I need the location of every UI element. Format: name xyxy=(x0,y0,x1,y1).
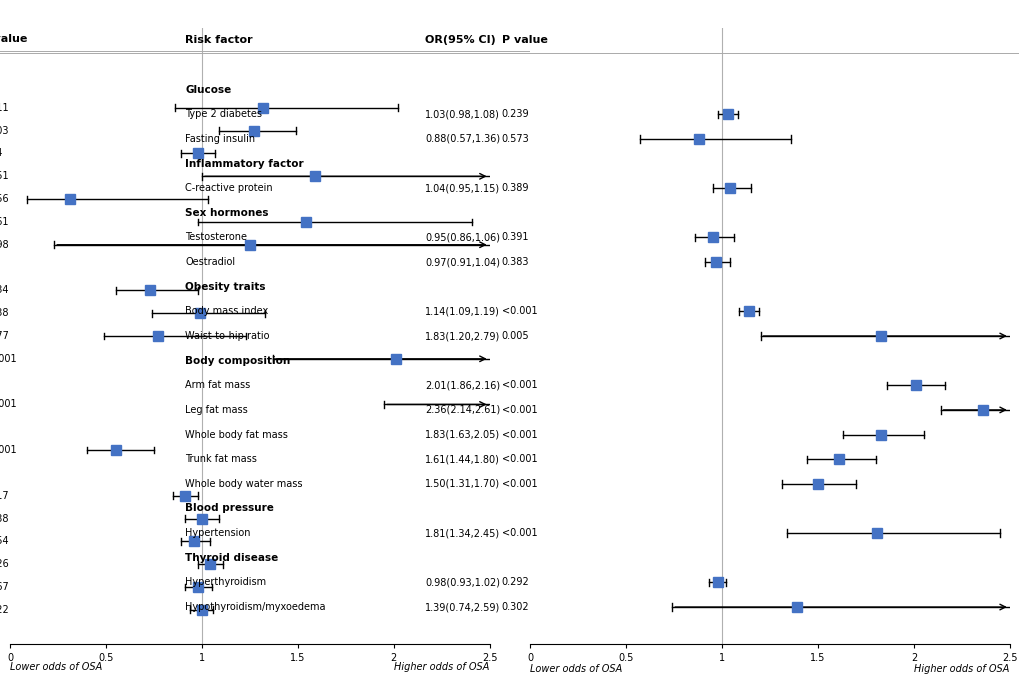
Text: Lower odds of OSA: Lower odds of OSA xyxy=(530,664,622,673)
Text: <0.001: <0.001 xyxy=(501,479,537,489)
Text: <0.001: <0.001 xyxy=(501,454,537,464)
Text: <0.001: <0.001 xyxy=(501,430,537,440)
Text: Blood pressure: Blood pressure xyxy=(185,503,274,514)
Text: Leg fat mass: Leg fat mass xyxy=(185,405,248,415)
Text: <0.001: <0.001 xyxy=(501,528,537,538)
Text: C-reactive protein: C-reactive protein xyxy=(185,183,273,193)
Text: 0.64: 0.64 xyxy=(0,148,3,158)
Text: Sex hormones: Sex hormones xyxy=(185,208,268,218)
Text: 1.61(1.44,1.80): 1.61(1.44,1.80) xyxy=(425,454,499,464)
Text: Testosterone: Testosterone xyxy=(185,232,247,242)
Text: 0.88(0.57,1.36): 0.88(0.57,1.36) xyxy=(425,134,499,144)
Text: <0.001: <0.001 xyxy=(501,307,537,316)
Text: P-value: P-value xyxy=(0,34,28,44)
Text: 0.226: 0.226 xyxy=(0,559,9,569)
Text: <0.001: <0.001 xyxy=(501,380,537,391)
Text: 1.81(1.34,2.45): 1.81(1.34,2.45) xyxy=(425,528,499,538)
Text: Hypothyroidism/myxoedema: Hypothyroidism/myxoedema xyxy=(185,602,325,612)
Text: 1.83(1.63,2.05): 1.83(1.63,2.05) xyxy=(425,430,499,440)
Text: 0.292: 0.292 xyxy=(501,578,529,587)
Text: 0.567: 0.567 xyxy=(0,582,9,592)
Text: <0.001: <0.001 xyxy=(0,445,17,455)
Text: 0.003: 0.003 xyxy=(0,126,9,136)
Text: 1.03(0.98,1.08): 1.03(0.98,1.08) xyxy=(425,109,499,119)
Text: 0.389: 0.389 xyxy=(501,183,529,193)
Text: <0.001: <0.001 xyxy=(501,405,537,415)
Text: Lower odds of OSA: Lower odds of OSA xyxy=(10,662,102,672)
Text: Oestradiol: Oestradiol xyxy=(185,257,235,267)
Text: 2.01(1.86,2.16): 2.01(1.86,2.16) xyxy=(425,380,499,391)
Text: Thyroid disease: Thyroid disease xyxy=(185,553,278,563)
Text: 1.14(1.09,1.19): 1.14(1.09,1.19) xyxy=(425,307,499,316)
Text: 0.95(0.86,1.06): 0.95(0.86,1.06) xyxy=(425,232,499,242)
Text: 0.061: 0.061 xyxy=(0,217,9,227)
Text: 0.938: 0.938 xyxy=(0,514,9,524)
Text: Arm fat mass: Arm fat mass xyxy=(185,380,251,391)
Text: 0.354: 0.354 xyxy=(0,536,9,546)
Text: Whole body fat mass: Whole body fat mass xyxy=(185,430,287,440)
Text: <0.001: <0.001 xyxy=(0,400,17,410)
Text: Higher odds of OSA: Higher odds of OSA xyxy=(393,662,489,672)
Text: Risk factor: Risk factor xyxy=(185,35,253,46)
Text: 0.051: 0.051 xyxy=(0,172,9,181)
Text: 0.277: 0.277 xyxy=(0,331,9,341)
Text: 0.922: 0.922 xyxy=(0,605,9,615)
Text: Hypertension: Hypertension xyxy=(185,528,251,538)
Text: Obesity traits: Obesity traits xyxy=(185,281,266,292)
Text: 1.83(1.20,2.79): 1.83(1.20,2.79) xyxy=(425,331,499,341)
Text: 0.211: 0.211 xyxy=(0,103,9,113)
Text: 1.04(0.95,1.15): 1.04(0.95,1.15) xyxy=(425,183,499,193)
Text: OR(95% CI): OR(95% CI) xyxy=(425,35,495,46)
Text: 1.39(0.74,2.59): 1.39(0.74,2.59) xyxy=(425,602,499,612)
Text: 2.36(2.14,2.61): 2.36(2.14,2.61) xyxy=(425,405,499,415)
Text: 0.005: 0.005 xyxy=(501,331,529,341)
Text: 1.50(1.31,1.70): 1.50(1.31,1.70) xyxy=(425,479,499,489)
Text: 0.573: 0.573 xyxy=(501,134,529,144)
Text: Type 2 diabetes: Type 2 diabetes xyxy=(185,109,262,119)
Text: Trunk fat mass: Trunk fat mass xyxy=(185,454,257,464)
Text: 0.302: 0.302 xyxy=(501,602,529,612)
Text: Inflammatory factor: Inflammatory factor xyxy=(185,158,304,169)
Text: Whole body water mass: Whole body water mass xyxy=(185,479,303,489)
Text: Glucose: Glucose xyxy=(185,85,231,95)
Text: 0.239: 0.239 xyxy=(501,109,529,119)
Text: Body mass index: Body mass index xyxy=(185,307,268,316)
Text: 0.98(0.93,1.02): 0.98(0.93,1.02) xyxy=(425,578,499,587)
Text: 0.798: 0.798 xyxy=(0,239,9,250)
Text: P value: P value xyxy=(501,35,547,46)
Text: 0.056: 0.056 xyxy=(0,194,9,204)
Text: <0.001: <0.001 xyxy=(0,354,17,364)
Text: Higher odds of OSA: Higher odds of OSA xyxy=(913,664,1009,673)
Text: Waist-to-hip ratio: Waist-to-hip ratio xyxy=(185,331,269,341)
Text: 0.034: 0.034 xyxy=(0,286,9,295)
Text: Fasting insulin: Fasting insulin xyxy=(185,134,255,144)
Text: 0.938: 0.938 xyxy=(0,308,9,318)
Text: 0.383: 0.383 xyxy=(501,257,529,267)
Text: Body composition: Body composition xyxy=(185,356,290,365)
Text: 0.97(0.91,1.04): 0.97(0.91,1.04) xyxy=(425,257,499,267)
Text: 0.017: 0.017 xyxy=(0,491,9,500)
Text: Hyperthyroidism: Hyperthyroidism xyxy=(185,578,266,587)
Text: 0.391: 0.391 xyxy=(501,232,529,242)
